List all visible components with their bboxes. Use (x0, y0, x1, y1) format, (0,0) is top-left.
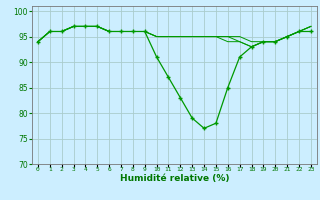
X-axis label: Humidité relative (%): Humidité relative (%) (120, 174, 229, 183)
